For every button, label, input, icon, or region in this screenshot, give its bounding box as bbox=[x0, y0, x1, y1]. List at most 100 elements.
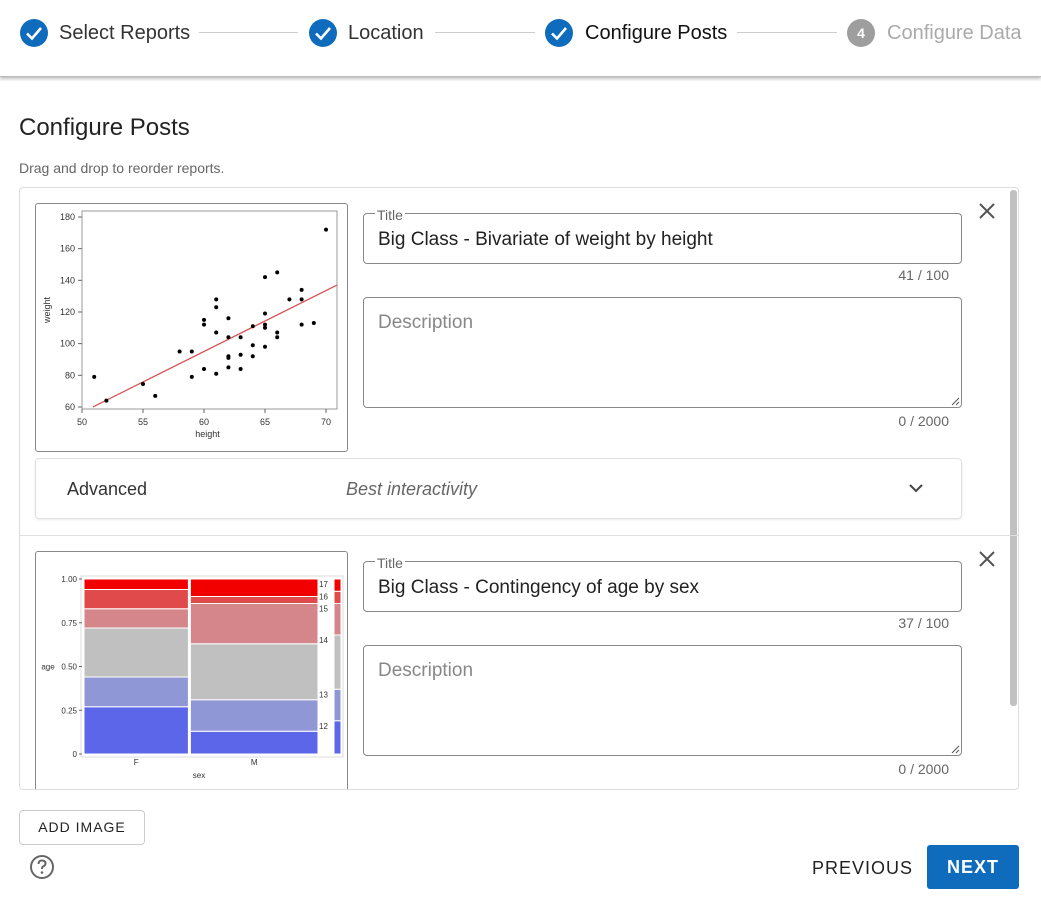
data-point bbox=[287, 297, 292, 302]
check-circle bbox=[20, 19, 48, 47]
margin-cell bbox=[333, 634, 342, 690]
chevron-icon bbox=[909, 484, 923, 493]
fit-line bbox=[92, 284, 338, 408]
page-title: Configure Posts bbox=[19, 114, 190, 141]
legend-label: 12 bbox=[319, 722, 328, 731]
data-point bbox=[238, 335, 243, 340]
y-tick-label: 140 bbox=[60, 275, 75, 285]
data-point bbox=[141, 381, 146, 386]
resize-handle bbox=[951, 397, 960, 406]
x-tick-label: M bbox=[251, 758, 258, 767]
mosaic-cell bbox=[83, 676, 189, 708]
step-label: Location bbox=[348, 22, 424, 44]
add-image-button[interactable]: ADD IMAGE bbox=[19, 810, 145, 845]
check-circle bbox=[309, 19, 337, 47]
previous-button[interactable]: PREVIOUS bbox=[812, 858, 914, 878]
y-axis-label: weight bbox=[42, 296, 52, 324]
data-point bbox=[250, 324, 255, 329]
x-tick-label: F bbox=[134, 758, 139, 767]
margin-cell bbox=[333, 578, 342, 592]
step-check-icon bbox=[545, 19, 573, 47]
data-point bbox=[214, 305, 219, 310]
data-point bbox=[324, 227, 329, 232]
help-button[interactable] bbox=[29, 854, 55, 880]
x-tick-label: 55 bbox=[138, 417, 148, 427]
y-tick-label: 120 bbox=[60, 307, 75, 317]
step-number: 4 bbox=[847, 19, 875, 47]
step-label: Select Reports bbox=[59, 22, 191, 44]
step-label: Configure Data bbox=[887, 22, 1022, 44]
y-tick-label: 1.00 bbox=[61, 575, 77, 584]
data-point bbox=[226, 355, 231, 360]
description-field[interactable] bbox=[363, 297, 962, 408]
mosaic-cell bbox=[189, 596, 319, 604]
legend-label: 13 bbox=[319, 690, 328, 699]
data-point bbox=[214, 371, 219, 376]
thumbnail-chart: 50 55 60 65 70 60 80 100 120 140 160 180 height weigh… bbox=[42, 210, 338, 439]
legend-label: 15 bbox=[319, 605, 328, 614]
stepper: Select Reports Location Configure Posts 4 Co… bbox=[0, 0, 1041, 77]
description-field[interactable] bbox=[363, 645, 962, 756]
margin-cell bbox=[333, 688, 342, 722]
close-button[interactable] bbox=[977, 549, 997, 569]
y-tick-label: 0.50 bbox=[61, 663, 77, 672]
check-mark bbox=[551, 27, 567, 41]
data-point bbox=[238, 366, 243, 371]
title-field[interactable] bbox=[363, 213, 962, 264]
step-connector bbox=[199, 32, 298, 33]
advanced-value: Best interactivity bbox=[346, 479, 478, 499]
mosaic-cell bbox=[83, 578, 189, 590]
resize-grip bbox=[951, 397, 960, 406]
data-point bbox=[263, 311, 268, 316]
x-axis-label: height bbox=[195, 429, 220, 439]
mosaic-cell bbox=[83, 608, 189, 629]
y-tick-label: 100 bbox=[60, 339, 75, 349]
x-tick-label: 65 bbox=[260, 417, 270, 427]
description-char-count: 0 / 2000 bbox=[898, 413, 949, 429]
step-connector bbox=[435, 32, 535, 33]
title-field-label: Title bbox=[375, 207, 405, 223]
help-circle bbox=[30, 855, 54, 879]
thumbnail: 50 55 60 65 70 60 80 100 120 140 160 180 height weigh… bbox=[35, 203, 348, 452]
data-point bbox=[299, 287, 304, 292]
data-point bbox=[104, 398, 109, 403]
mosaic-cell bbox=[189, 603, 319, 645]
data-point bbox=[299, 297, 304, 302]
data-point bbox=[153, 393, 158, 398]
mosaic-cell bbox=[83, 627, 189, 678]
x-tick-label: 50 bbox=[77, 417, 87, 427]
y-tick-label: 80 bbox=[65, 370, 75, 380]
mosaic-cell bbox=[189, 578, 319, 597]
title-field-label: Title bbox=[375, 555, 405, 571]
margin-cell bbox=[333, 590, 342, 604]
next-button[interactable]: NEXT bbox=[927, 845, 1019, 889]
data-point bbox=[214, 297, 219, 302]
legend-label: 16 bbox=[319, 592, 328, 601]
data-point bbox=[177, 349, 182, 354]
close-button[interactable] bbox=[977, 201, 997, 221]
data-point bbox=[226, 365, 231, 370]
legend-label: 17 bbox=[319, 580, 328, 589]
description-placeholder: Description bbox=[378, 660, 474, 681]
y-axis-label: age bbox=[41, 663, 55, 672]
data-point bbox=[263, 325, 268, 330]
mosaic-cell bbox=[189, 730, 319, 755]
data-point bbox=[250, 354, 255, 359]
data-point bbox=[202, 317, 207, 322]
close-icon bbox=[979, 551, 995, 567]
x-tick-label: 60 bbox=[199, 417, 209, 427]
title-field[interactable] bbox=[363, 561, 962, 612]
margin-cell bbox=[333, 603, 342, 636]
advanced-panel[interactable]: Advanced Best interactivity bbox=[35, 458, 962, 519]
description-placeholder: Description bbox=[378, 312, 474, 333]
scrollbar-thumb bbox=[1010, 190, 1017, 706]
y-tick-label: 0 bbox=[73, 750, 78, 759]
close-icon bbox=[979, 203, 995, 219]
data-point bbox=[189, 374, 194, 379]
data-point bbox=[311, 321, 316, 326]
data-point bbox=[202, 366, 207, 371]
data-point bbox=[189, 349, 194, 354]
title-input-text: Big Class - Bivariate of weight by heigh… bbox=[378, 229, 713, 250]
